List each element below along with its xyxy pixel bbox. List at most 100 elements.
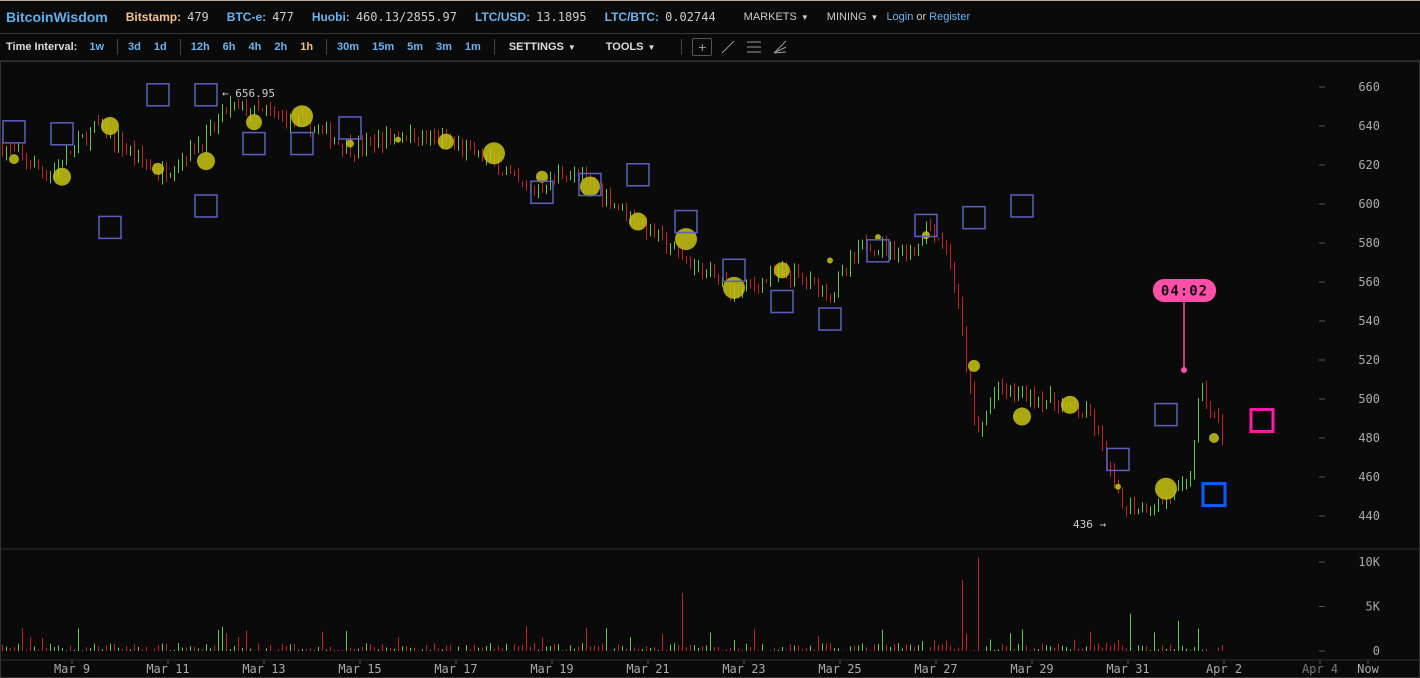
interval-12h[interactable]: 12h (190, 41, 210, 53)
interval-6h[interactable]: 6h (222, 41, 236, 53)
interval-1h[interactable]: 1h (300, 41, 314, 53)
caret-down-icon: ▼ (647, 43, 656, 52)
trade-bubble (438, 133, 454, 150)
trade-bubble (101, 117, 119, 135)
divider (681, 39, 683, 55)
settings-menu[interactable]: SETTINGS ▼ (508, 41, 576, 53)
trade-bubble (774, 262, 790, 279)
ticker-value: 0.02744 (665, 10, 716, 24)
trade-bubble (968, 359, 980, 372)
order-box[interactable] (50, 122, 74, 146)
time-tick-label: Mar 11 (146, 662, 189, 676)
trade-bubble (291, 105, 313, 128)
time-tick-label: Mar 21 (626, 662, 669, 676)
interval-30m[interactable]: 30m (337, 41, 360, 53)
tools-menu[interactable]: TOOLS ▼ (605, 41, 656, 53)
interval-15m[interactable]: 15m (372, 41, 395, 53)
order-box[interactable] (626, 163, 650, 187)
order-box[interactable] (146, 83, 170, 107)
ticker-value: 479 (187, 10, 209, 24)
price-tick-label: 600 (1358, 197, 1380, 211)
order-box[interactable] (1154, 402, 1178, 427)
price-tick-label: 480 (1358, 431, 1380, 445)
time-tick-label: Mar 19 (530, 662, 573, 676)
order-box[interactable] (962, 205, 986, 230)
trade-bubble (395, 136, 401, 143)
trendline-icon[interactable] (718, 38, 738, 56)
interval-1d[interactable]: 1d (153, 41, 167, 53)
time-tick-label: Apr 4 (1302, 662, 1338, 676)
divider (326, 39, 328, 55)
ticker-list: Bitstamp: 479 BTC-e: 477 Huobi: 460.13/2855.9… (126, 10, 734, 24)
price-tick-label: 660 (1358, 80, 1380, 94)
high-label: ← 656.95 (222, 87, 275, 100)
trade-bubble (875, 234, 881, 241)
horizontal-lines-icon[interactable] (744, 38, 764, 56)
price-tick-label: 520 (1358, 353, 1380, 367)
time-tick-label: Mar 25 (818, 662, 861, 676)
interval-3d[interactable]: 3d (128, 41, 141, 53)
order-box[interactable] (866, 239, 890, 263)
time-tick-label: Mar 17 (434, 662, 477, 676)
divider (493, 39, 495, 55)
ticker-label[interactable]: Bitstamp: (125, 10, 182, 24)
ticker-value: 460.13/2855.97 (355, 10, 457, 24)
ticker-label[interactable]: LTC/USD: (474, 10, 531, 24)
volume-tick-label: 0 (1373, 644, 1380, 658)
ticker-label[interactable]: LTC/BTC: (604, 10, 660, 24)
price-tick-label: 640 (1358, 119, 1380, 133)
timer-badge (1153, 279, 1216, 302)
order-box[interactable] (770, 289, 794, 314)
interval-5m[interactable]: 5m (407, 41, 424, 53)
trade-bubble (536, 170, 548, 183)
mining-menu[interactable]: MINING ▼ (826, 11, 879, 23)
interval-1m[interactable]: 1m (464, 41, 481, 53)
fan-icon[interactable] (770, 38, 790, 56)
ask-marker[interactable] (1249, 407, 1275, 433)
order-box[interactable] (194, 83, 218, 107)
order-box[interactable] (914, 213, 938, 238)
order-box[interactable] (530, 180, 554, 205)
time-interval-label: Time Interval: (6, 41, 78, 53)
crosshair-icon[interactable]: + (692, 38, 713, 56)
ticker-label[interactable]: BTC-e: (226, 10, 267, 24)
interval-1w[interactable]: 1w (89, 41, 105, 53)
ticker-value: 477 (272, 10, 294, 24)
order-box[interactable] (818, 307, 842, 331)
time-tick-label: Now (1357, 662, 1379, 676)
bid-marker[interactable] (1201, 482, 1227, 508)
logo[interactable]: BitcoinWisdom (6, 9, 108, 25)
login-link[interactable]: Login (886, 11, 914, 23)
order-box[interactable] (98, 215, 122, 240)
interval-3m[interactable]: 3m (436, 41, 452, 53)
markets-menu[interactable]: MARKETS ▼ (743, 11, 809, 23)
trade-bubble (53, 167, 71, 186)
trade-bubble (346, 139, 354, 148)
order-box[interactable] (578, 172, 602, 197)
order-box[interactable] (242, 131, 266, 156)
price-tick-label: 500 (1358, 392, 1380, 406)
order-box[interactable] (2, 120, 26, 144)
trade-bubble (1209, 433, 1219, 443)
price-tick-label: 620 (1358, 158, 1380, 172)
order-box[interactable] (338, 116, 362, 140)
time-tick-label: Mar 15 (338, 662, 381, 676)
register-link[interactable]: Register (929, 11, 971, 23)
order-box[interactable] (1010, 194, 1034, 218)
order-box[interactable] (194, 194, 218, 218)
order-box[interactable] (1106, 447, 1130, 472)
order-box[interactable] (674, 209, 698, 234)
time-tick-label: Mar 31 (1106, 662, 1149, 676)
order-box[interactable] (290, 131, 314, 156)
ticker-label[interactable]: Huobi: (311, 10, 350, 24)
price-tick-label: 580 (1358, 236, 1380, 250)
trade-bubble (922, 231, 930, 240)
trade-bubble (827, 257, 833, 264)
price-tick-label: 460 (1358, 470, 1380, 484)
timer-dot (1181, 367, 1187, 373)
price-tick-label: 540 (1358, 314, 1380, 328)
interval-2h[interactable]: 2h (274, 41, 288, 53)
order-box[interactable] (722, 258, 746, 283)
interval-4h[interactable]: 4h (248, 41, 262, 53)
